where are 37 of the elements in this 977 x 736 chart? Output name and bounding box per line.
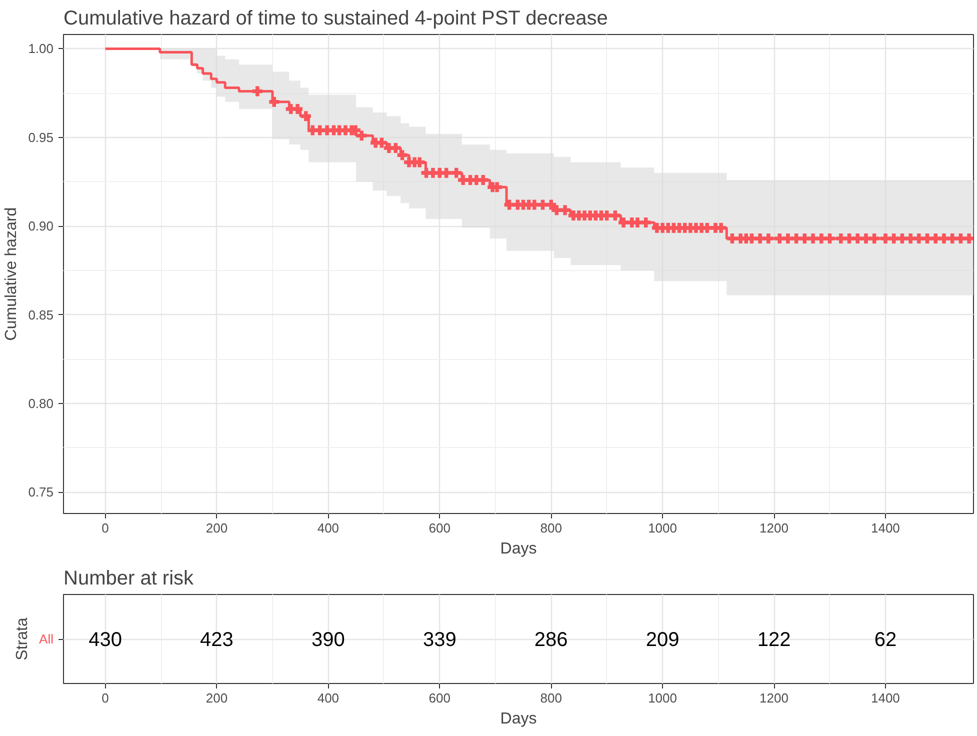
y-axis-title: Strata (14, 618, 32, 660)
x-tick-label: 200 (206, 690, 228, 706)
y-tick-label: 0.90 (28, 218, 54, 234)
data-label: 430 (88, 629, 122, 651)
y-tick-label: 1.00 (28, 41, 54, 56)
x-tick-label: 0 (102, 690, 109, 706)
x-tick-label: 1400 (870, 520, 900, 536)
y-tick-label: 0.85 (28, 307, 54, 322)
x-tick-label: 400 (317, 520, 340, 536)
x-axis-title: Days (500, 710, 537, 728)
data-label: 209 (646, 629, 680, 651)
data-label: 122 (757, 629, 791, 651)
x-tick-label: 1000 (648, 520, 678, 536)
y-axis-title: Cumulative hazard (3, 207, 20, 341)
data-label: 423 (200, 629, 234, 651)
x-tick-label: 1400 (870, 690, 900, 706)
y-tick-label: All (39, 632, 54, 646)
x-tick-label: 1200 (760, 520, 788, 536)
data-label: 286 (534, 629, 568, 651)
chart-title: Cumulative hazard of time to sustained 4-point PST decrease (64, 8, 608, 30)
x-tick-label: 600 (428, 690, 451, 706)
x-tick-label: 1200 (760, 690, 788, 706)
x-tick-label: 800 (540, 520, 562, 536)
data-label: 390 (312, 629, 345, 651)
x-tick-label: 400 (317, 690, 340, 706)
x-tick-label: 1000 (648, 690, 678, 706)
x-tick-label: 200 (206, 520, 228, 536)
y-tick-label: 0.95 (28, 130, 54, 145)
x-tick-label: 800 (540, 690, 562, 706)
y-tick-label: 0.80 (28, 396, 54, 412)
y-tick-label: 0.75 (28, 484, 54, 500)
x-tick-label: 0 (102, 520, 109, 536)
data-label: 62 (874, 629, 897, 651)
x-axis-title: Days (500, 540, 537, 558)
chart-title: Number at risk (64, 568, 195, 590)
data-label: 339 (422, 629, 456, 651)
x-tick-label: 600 (428, 520, 451, 536)
